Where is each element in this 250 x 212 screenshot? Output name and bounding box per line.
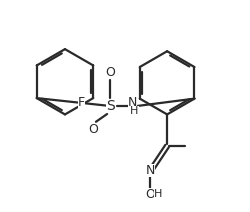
Text: O: O [88,123,98,136]
Text: S: S [106,99,115,113]
Text: O: O [105,66,115,79]
Text: O: O [145,188,155,201]
Text: H: H [154,190,162,199]
Text: N: N [146,164,155,177]
Text: H: H [130,106,139,116]
Text: N: N [128,96,137,109]
Text: F: F [78,96,85,109]
